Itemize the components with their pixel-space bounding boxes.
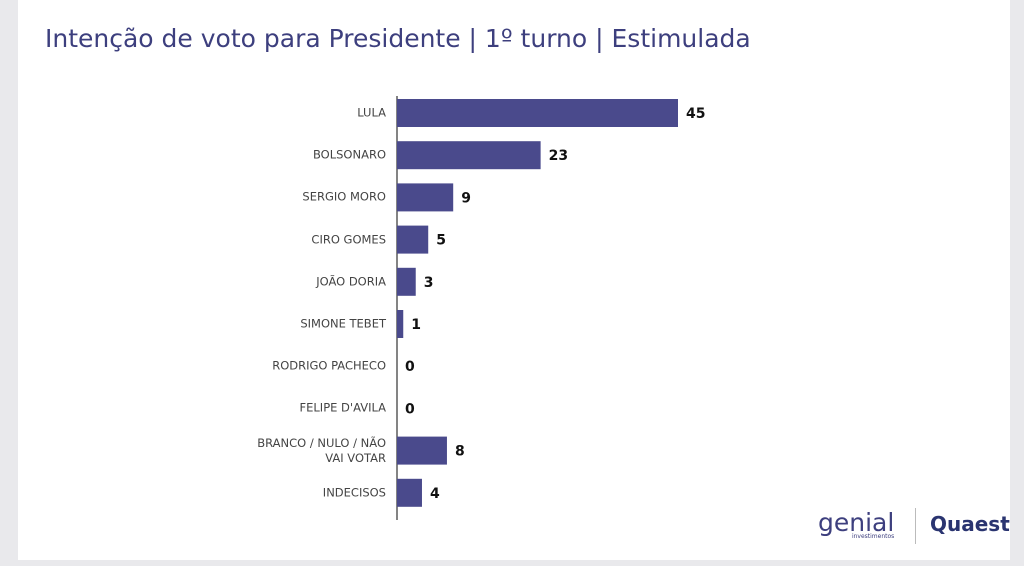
value-label: 5 — [436, 233, 446, 249]
logo-subtext: investimentos — [851, 533, 895, 540]
bar — [397, 183, 454, 212]
category-label: FELIPE D'AVILA — [299, 400, 386, 415]
bar — [397, 436, 447, 465]
category-label: SERGIO MORO — [302, 189, 386, 204]
category-label: LULA — [357, 105, 386, 120]
value-label: 1 — [411, 317, 421, 333]
bar — [397, 141, 541, 170]
logo-text: genial — [818, 508, 895, 537]
slide — [18, 0, 1010, 560]
value-label: 4 — [430, 486, 440, 502]
value-label: 0 — [405, 401, 415, 417]
category-label: SIMONE TEBET — [300, 316, 386, 331]
value-label: 45 — [686, 106, 705, 122]
category-label: BOLSONARO — [312, 147, 386, 162]
bar — [397, 99, 678, 127]
chart-title: Intenção de voto para Presidente | 1º tu… — [45, 24, 751, 53]
bar — [397, 478, 422, 507]
category-label: BRANCO / NULO / NÃO VAI VOTAR — [257, 435, 386, 465]
separator — [915, 508, 916, 544]
logo-quaest: Quaest — [930, 512, 1010, 536]
bar — [397, 310, 404, 338]
value-label: 23 — [549, 148, 568, 164]
bar — [397, 225, 429, 254]
category-label: CIRO GOMES — [311, 232, 386, 247]
value-label: 9 — [461, 190, 471, 206]
value-label: 3 — [424, 275, 434, 291]
bar — [397, 267, 416, 296]
value-label: 8 — [455, 444, 465, 460]
logo-genial: genial investimentos — [818, 508, 894, 540]
category-label: JOÃO DORIA — [316, 274, 386, 289]
category-label: RODRIGO PACHECO — [272, 358, 386, 373]
value-label: 0 — [405, 359, 415, 375]
category-label: INDECISOS — [322, 485, 386, 500]
